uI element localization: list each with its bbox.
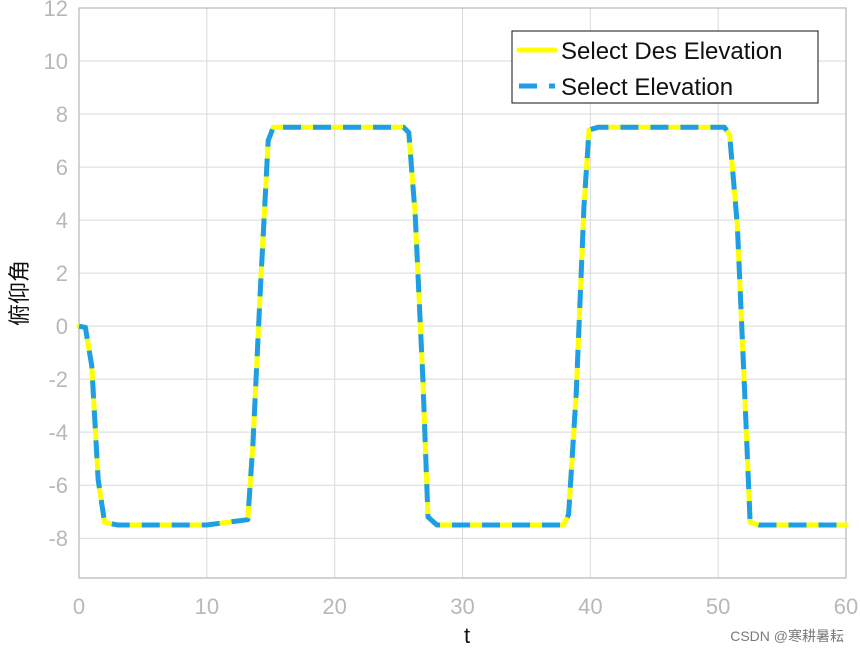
grid-layer [79,7,846,578]
y-tick-label: 12 [44,0,68,21]
tick-layer: 0 10 20 30 40 50 60 -8 -6 -4 -2 0 2 4 6 8 10 12 [44,0,859,619]
x-tick-label: 30 [450,594,474,619]
y-tick-label: -2 [48,367,68,392]
x-tick-label: 0 [73,594,85,619]
watermark-text: CSDN @寒耕暑耘 [730,628,844,644]
x-tick-label: 10 [195,594,219,619]
x-tick-label: 40 [578,594,602,619]
plot-frame [78,7,847,579]
series-layer [76,124,849,528]
y-tick-label: 2 [56,261,68,286]
series-line-select-elevation [78,124,846,528]
x-tick-label: 60 [834,594,858,619]
y-tick-label: -4 [48,420,68,445]
y-axis-title: 俯仰角 [7,260,32,326]
legend-label-select-des-elevation: Select Des Elevation [561,38,782,65]
legend-label-select-elevation: Select Elevation [561,74,733,101]
y-tick-label: 10 [44,49,68,74]
y-tick-label: -8 [48,526,68,551]
y-tick-label: 8 [56,102,68,127]
x-axis-title: t [464,623,470,648]
x-tick-label: 50 [706,594,730,619]
y-tick-label: 4 [56,208,68,233]
legend-box [511,30,819,104]
x-tick-label: 20 [322,594,346,619]
chart-legend: Select Des Elevation Select Elevation [511,30,819,104]
y-tick-label: 0 [56,314,68,339]
y-tick-label: -6 [48,473,68,498]
y-tick-label: 6 [56,155,68,180]
